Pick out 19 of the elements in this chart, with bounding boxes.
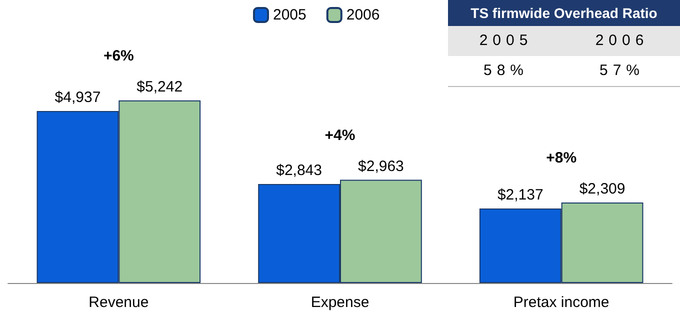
text: 2005 [478, 31, 534, 51]
legend-label: 2006 [346, 6, 380, 24]
text: +6% [103, 47, 134, 64]
data-label: $5,242 [136, 78, 183, 96]
data-label: $2,963 [358, 158, 404, 175]
text: 2006 [594, 31, 650, 51]
legend-label: 2005 [273, 6, 306, 24]
annotation: +8% [546, 150, 577, 167]
data-label: $2,309 [579, 180, 626, 198]
text: TS firmwide Overhead Ratio [448, 0, 680, 26]
x-tick-label: Revenue [88, 294, 149, 311]
text: 57% [598, 61, 646, 81]
data-label: $4,937 [54, 88, 101, 106]
data-label: $2,137 [497, 186, 544, 204]
annotation: +4% [324, 126, 356, 144]
text: 58% [482, 61, 530, 81]
x-tick-label: Pretax income [513, 294, 610, 311]
x-tick-label: Expense [310, 294, 370, 311]
data-label: $2,843 [276, 162, 322, 179]
